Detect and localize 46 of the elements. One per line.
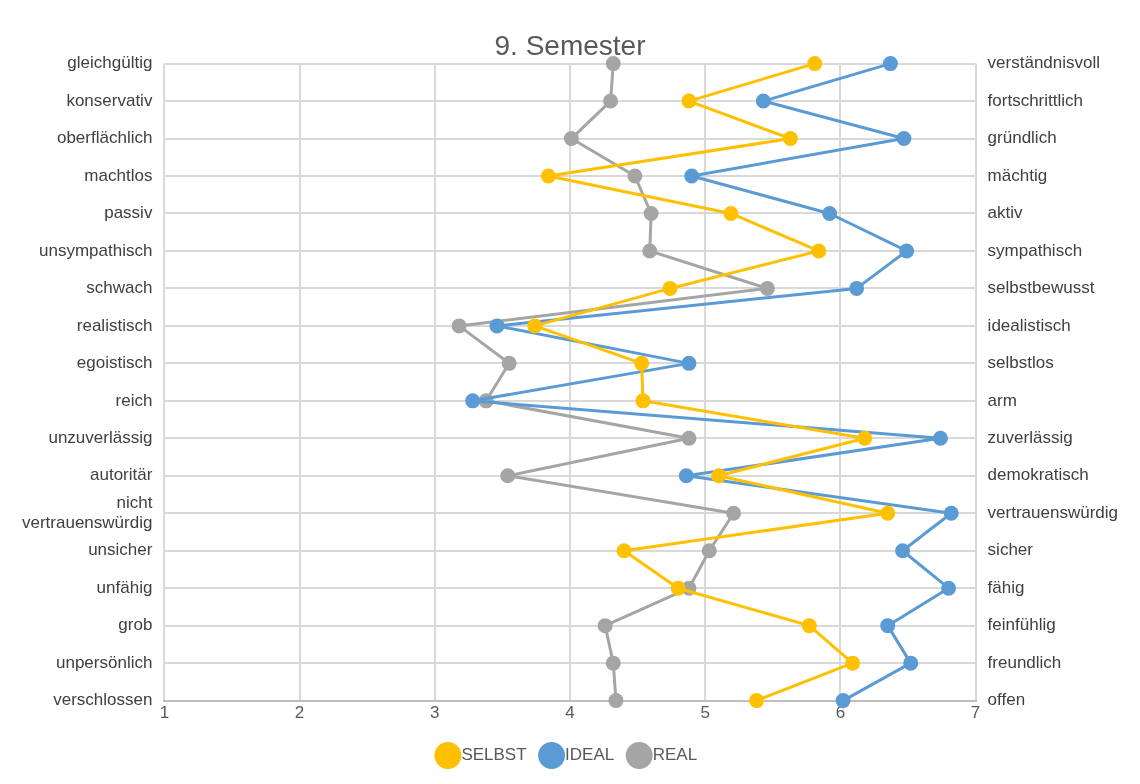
y2-tick-label: freundlich bbox=[987, 652, 1062, 672]
x-tick-label: 2 bbox=[294, 703, 305, 723]
y-tick-label: grob bbox=[118, 615, 153, 635]
y2-tick-label: fähig bbox=[987, 577, 1025, 597]
chart-title: 9. Semester bbox=[494, 29, 646, 61]
y2-tick-label: vertrauenswürdig bbox=[987, 502, 1119, 522]
y-tick-label: gleichgültig bbox=[67, 53, 153, 73]
x-tick-label: 3 bbox=[430, 703, 440, 723]
x-tick-label: 4 bbox=[565, 703, 575, 723]
y-tick-label: reich bbox=[115, 390, 153, 410]
y-tick-label: unpersönlich bbox=[55, 652, 153, 672]
y2-tick-label: sicher bbox=[987, 540, 1034, 560]
y2-tick-label: mächtig bbox=[987, 165, 1048, 185]
x-tick-label: 1 bbox=[159, 703, 170, 723]
y2-tick-label: feinfühlig bbox=[987, 615, 1056, 635]
y2-tick-label: sympathisch bbox=[987, 240, 1083, 260]
y-tick-label: machtlos bbox=[84, 165, 153, 185]
y2-tick-label: gründlich bbox=[987, 128, 1057, 148]
y2-tick-label: aktiv bbox=[987, 203, 1024, 223]
y2-tick-label: idealistisch bbox=[987, 315, 1071, 335]
legend-label: IDEAL bbox=[565, 745, 615, 765]
y2-tick-label: selbstbewusst bbox=[987, 278, 1095, 298]
y2-tick-label: verständnisvoll bbox=[987, 53, 1101, 73]
y-tick-label: autoritär bbox=[90, 465, 153, 485]
y2-tick-label: selbstlos bbox=[987, 353, 1054, 373]
y-tick-label: konservativ bbox=[66, 90, 153, 110]
legend-label: REAL bbox=[652, 745, 698, 765]
y2-tick-label: demokratisch bbox=[987, 465, 1089, 485]
y-tick-label: egoistisch bbox=[76, 353, 153, 373]
x-tick-label: 7 bbox=[970, 703, 981, 723]
y-tick-label: unsympathisch bbox=[39, 240, 153, 260]
y-tick-label: nicht vertrauenswürdig bbox=[21, 492, 153, 533]
y-tick-label: schwach bbox=[86, 278, 153, 298]
y-tick-label: unzuverlässig bbox=[48, 427, 153, 447]
y2-tick-label: fortschrittlich bbox=[987, 90, 1084, 110]
y2-tick-label: offen bbox=[987, 690, 1026, 710]
x-tick-label: 5 bbox=[700, 703, 710, 723]
y-tick-label: passiv bbox=[104, 203, 153, 223]
y-tick-label: oberflächlich bbox=[56, 128, 153, 148]
legend-label: SELBST bbox=[461, 745, 527, 765]
y-tick-label: unsicher bbox=[88, 540, 153, 560]
y-tick-label: unfähig bbox=[96, 577, 153, 597]
y2-tick-label: arm bbox=[987, 390, 1017, 410]
y-tick-label: realistisch bbox=[76, 315, 153, 335]
y-tick-label: verschlossen bbox=[53, 690, 153, 710]
y2-tick-label: zuverlässig bbox=[987, 427, 1073, 447]
